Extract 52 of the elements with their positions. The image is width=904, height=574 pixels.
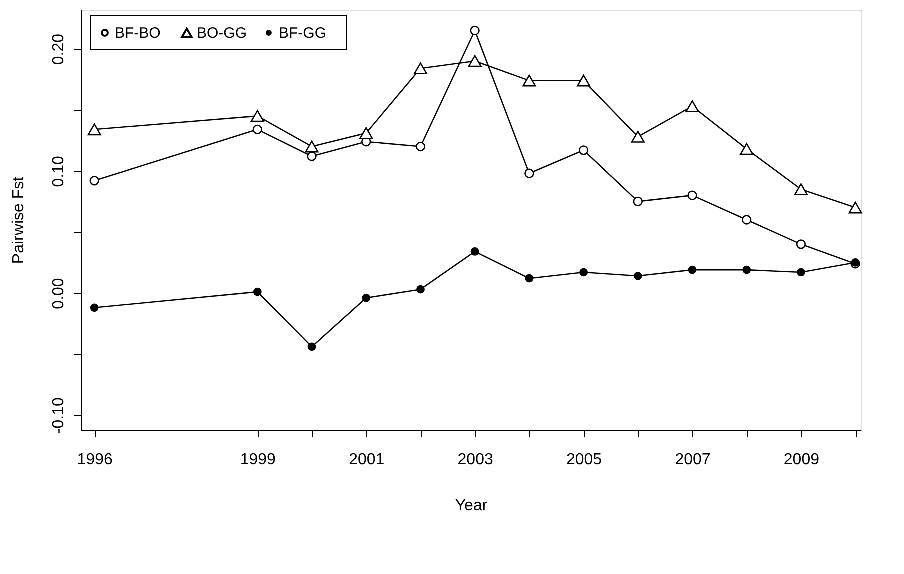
point bbox=[742, 266, 752, 274]
point bbox=[848, 202, 862, 214]
x-axis-title: Year bbox=[455, 498, 488, 514]
x-tick-label: 2001 bbox=[349, 452, 385, 468]
point bbox=[522, 74, 536, 87]
point bbox=[414, 62, 428, 75]
point bbox=[633, 196, 643, 207]
point bbox=[416, 285, 425, 294]
point bbox=[524, 168, 534, 178]
point bbox=[794, 184, 808, 196]
point bbox=[470, 26, 480, 36]
point bbox=[686, 100, 700, 112]
point bbox=[362, 294, 371, 302]
point bbox=[416, 142, 426, 152]
point bbox=[631, 131, 645, 143]
point bbox=[688, 266, 697, 274]
y-tick-label: -0.10 bbox=[50, 398, 68, 434]
point bbox=[90, 304, 99, 312]
point bbox=[250, 110, 264, 122]
x-tick-label: 2009 bbox=[784, 452, 820, 468]
point bbox=[742, 215, 752, 225]
point bbox=[470, 248, 480, 256]
legend-label: BF-GG bbox=[279, 25, 326, 42]
y-tick-label: 0.20 bbox=[50, 34, 68, 66]
legend-label: BF-BO bbox=[115, 25, 161, 42]
y-axis-title: Pairwise Fst bbox=[10, 176, 28, 264]
point bbox=[90, 176, 100, 186]
point bbox=[634, 272, 642, 280]
point bbox=[88, 124, 102, 136]
x-tick-label: 2007 bbox=[675, 452, 711, 468]
point bbox=[253, 288, 262, 296]
point bbox=[796, 240, 806, 250]
x-tick-label: 1996 bbox=[77, 452, 113, 468]
point bbox=[468, 55, 482, 68]
point bbox=[525, 274, 534, 283]
x-tick-label: 2003 bbox=[458, 452, 494, 468]
legend-label: BO-GG bbox=[197, 25, 248, 42]
point bbox=[360, 127, 374, 140]
y-tick-label: 0.10 bbox=[50, 156, 68, 188]
point bbox=[252, 124, 262, 134]
point bbox=[577, 74, 591, 87]
point bbox=[305, 140, 319, 153]
y-tick-label: 0.00 bbox=[50, 278, 68, 310]
x-tick-label: 2005 bbox=[566, 452, 602, 468]
point bbox=[688, 190, 698, 200]
point bbox=[308, 342, 316, 352]
point bbox=[580, 268, 588, 277]
point bbox=[740, 143, 754, 156]
point bbox=[307, 152, 317, 162]
point bbox=[797, 268, 806, 277]
x-tick-label: 1999 bbox=[240, 452, 276, 468]
point bbox=[578, 146, 589, 156]
